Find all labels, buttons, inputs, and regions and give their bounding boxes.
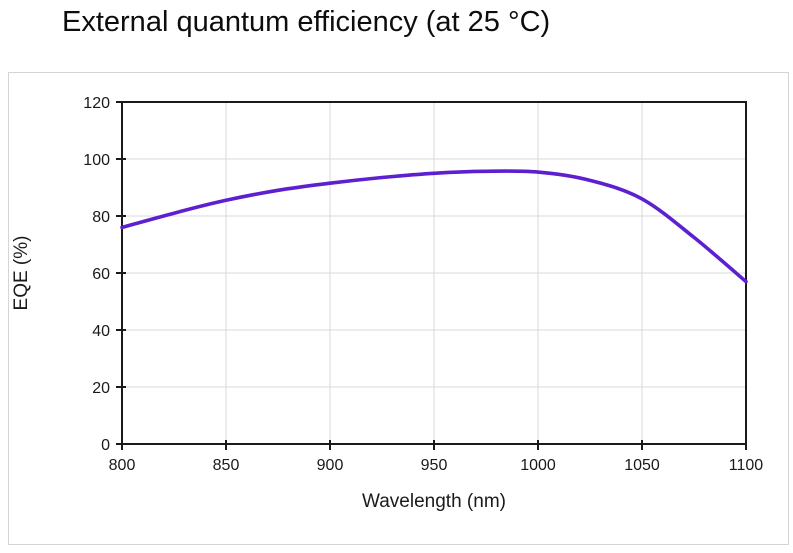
y-tick-label: 120	[83, 95, 110, 112]
y-tick-label: 0	[101, 437, 110, 454]
x-axis-title: Wavelength (nm)	[362, 491, 506, 512]
x-tick-label: 1000	[520, 457, 556, 474]
y-tick-label: 40	[92, 323, 110, 340]
x-tick-label: 900	[317, 457, 344, 474]
y-axis-title: EQE (%)	[11, 235, 32, 311]
x-tick-label: 800	[109, 457, 136, 474]
x-tick-label: 1100	[729, 457, 764, 474]
y-tick-label: 60	[92, 266, 110, 283]
eqe-curve	[120, 169, 748, 284]
chart-panel: 0 20 40 60 80 100 120 800 850 900 950 1000 1050 1100 …	[8, 72, 789, 545]
y-tick-label: 80	[92, 209, 110, 226]
y-tick-label: 100	[83, 152, 110, 169]
eqe-line-chart: 0 20 40 60 80 100 120 800 850 900 950 1000 1050 1100	[83, 95, 764, 474]
y-tick-label: 20	[92, 380, 110, 397]
x-tick-label: 950	[421, 457, 448, 474]
chart-title: External quantum efficiency (at 25 °C)	[62, 6, 551, 38]
x-tick-label: 1050	[624, 457, 660, 474]
x-tick-label: 850	[213, 457, 240, 474]
